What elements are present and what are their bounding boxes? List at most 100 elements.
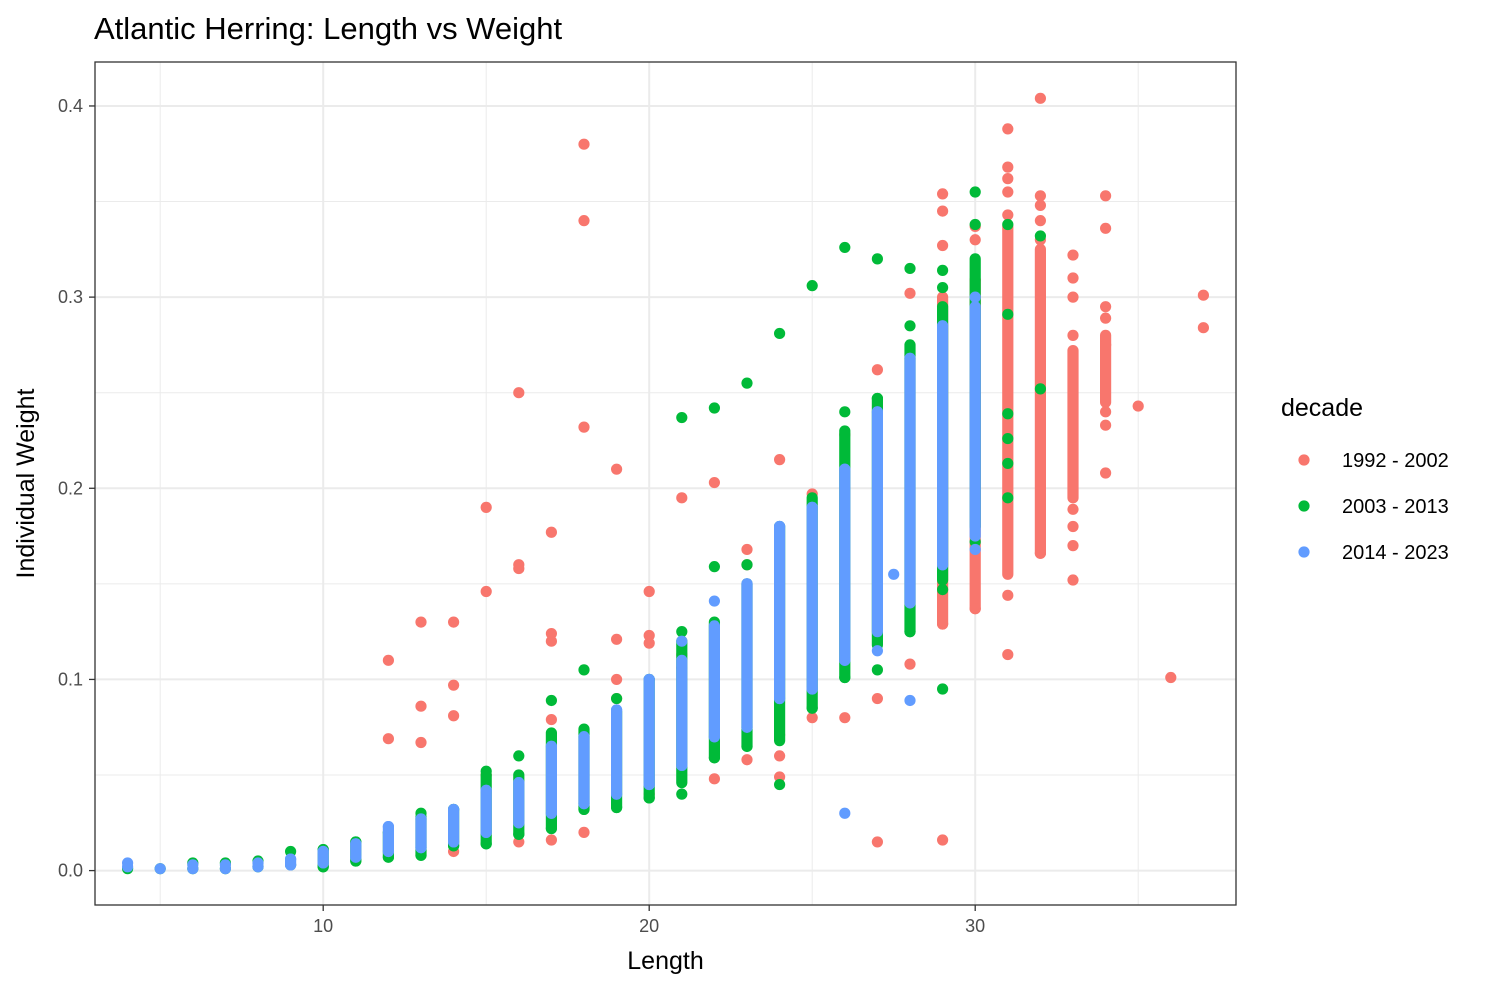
data-point — [415, 616, 427, 628]
data-point — [969, 603, 981, 615]
point-cluster — [1034, 243, 1046, 559]
data-point — [382, 733, 394, 745]
legend-key — [1298, 454, 1310, 466]
point-cluster — [839, 463, 851, 666]
point-cluster — [1067, 345, 1079, 504]
data-point — [871, 364, 884, 376]
data-point — [904, 626, 916, 638]
data-point — [904, 262, 916, 275]
data-point — [741, 578, 753, 590]
x-axis: 10 20 30 — [313, 905, 985, 936]
point-cluster — [904, 352, 916, 609]
data-point — [1132, 400, 1144, 412]
data-point — [871, 664, 884, 676]
data-point — [578, 215, 590, 227]
data-point — [643, 629, 655, 642]
data-point — [480, 585, 492, 598]
data-point — [1002, 218, 1014, 231]
data-point — [1002, 123, 1014, 135]
data-point — [904, 320, 916, 332]
data-point — [708, 476, 721, 489]
data-point — [937, 205, 949, 217]
data-point — [708, 752, 721, 764]
data-point — [448, 710, 460, 722]
data-point — [1034, 547, 1046, 559]
data-point — [1002, 173, 1014, 185]
data-point — [643, 673, 655, 686]
x-tick-label: 20 — [639, 916, 659, 936]
data-point — [545, 834, 558, 846]
data-point — [545, 807, 558, 819]
data-point — [643, 778, 655, 791]
legend-label: 2003 - 2013 — [1342, 496, 1449, 518]
data-point — [513, 828, 525, 840]
data-point — [1067, 520, 1079, 533]
data-point — [480, 501, 492, 513]
data-point — [676, 788, 688, 800]
data-point — [1002, 648, 1014, 661]
data-point — [415, 736, 427, 749]
data-point — [448, 679, 460, 691]
point-cluster — [1002, 220, 1014, 580]
y-tick-label: 0.2 — [58, 478, 83, 498]
data-point — [154, 863, 166, 875]
data-point — [1165, 671, 1177, 684]
y-tick-label: 0.0 — [58, 861, 83, 881]
data-point — [1067, 249, 1079, 261]
data-point — [545, 526, 558, 538]
data-point — [1034, 199, 1046, 211]
data-point — [937, 320, 949, 332]
data-point — [513, 777, 525, 789]
data-point — [611, 633, 623, 645]
data-point — [480, 765, 492, 777]
data-point — [871, 253, 884, 265]
point-cluster — [611, 704, 623, 800]
legend-key — [1298, 546, 1310, 558]
data-point — [774, 520, 786, 533]
data-point — [1067, 291, 1079, 303]
data-point — [448, 803, 460, 816]
data-point — [937, 239, 949, 252]
data-point — [741, 377, 753, 389]
plot-border — [94, 61, 1237, 906]
data-point — [1002, 209, 1014, 221]
point-cluster — [578, 731, 590, 810]
data-point — [1002, 492, 1014, 504]
data-point — [741, 559, 753, 571]
data-point — [545, 822, 558, 835]
data-point — [774, 692, 786, 705]
point-cluster — [676, 654, 688, 772]
plot-panel — [95, 62, 1236, 905]
data-point — [1002, 457, 1014, 470]
data-point — [676, 626, 688, 638]
data-point — [382, 654, 394, 666]
plot-area — [94, 61, 1237, 906]
data-point — [871, 645, 884, 657]
data-point — [480, 784, 492, 796]
data-point — [839, 712, 851, 724]
point-cluster — [937, 320, 949, 571]
data-point — [806, 280, 818, 292]
data-point — [774, 327, 786, 340]
data-point — [1034, 92, 1046, 104]
data-point — [1100, 312, 1112, 324]
data-point — [187, 859, 199, 871]
data-point — [708, 402, 721, 414]
point-cluster — [774, 520, 786, 705]
data-point — [871, 392, 884, 405]
data-point — [611, 673, 623, 686]
data-point — [1100, 190, 1112, 202]
data-point — [578, 421, 590, 433]
data-point — [350, 851, 362, 863]
data-point — [578, 731, 590, 743]
data-point — [937, 683, 949, 695]
data-point — [1034, 190, 1046, 202]
data-point — [871, 836, 884, 848]
data-point — [578, 826, 590, 838]
data-point — [969, 186, 981, 198]
y-axis: 0.0 0.1 0.2 0.3 0.4 — [58, 96, 95, 881]
y-tick-label: 0.1 — [58, 669, 83, 689]
data-point — [611, 704, 623, 716]
series-3 — [122, 291, 981, 875]
